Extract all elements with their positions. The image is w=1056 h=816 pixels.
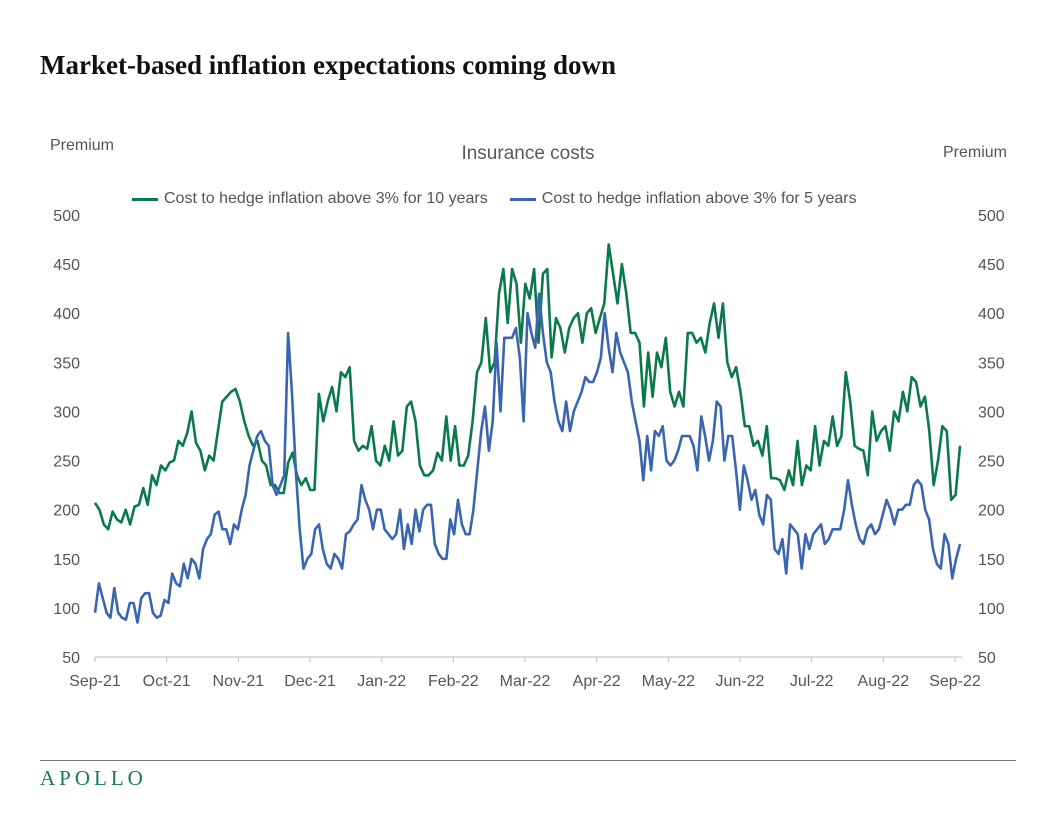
legend-label-5y: Cost to hedge inflation above 3% for 5 y… <box>541 190 857 207</box>
y-tick-label-left: 200 <box>53 503 80 520</box>
y-tick-label-right: 50 <box>978 650 996 667</box>
x-tick-label: Nov-21 <box>213 673 265 690</box>
y-tick-label-left: 150 <box>53 552 80 569</box>
y-axis-label-left: Premium <box>50 137 115 154</box>
series-line-5-years <box>93 292 962 624</box>
x-tick-label: Dec-21 <box>284 673 336 690</box>
y-tick-label-right: 500 <box>978 208 1005 225</box>
y-tick-label-right: 400 <box>978 306 1005 323</box>
chart-title: Insurance costs <box>461 143 595 164</box>
y-tick-label-right: 200 <box>978 503 1005 520</box>
y-tick-label-left: 500 <box>53 208 80 225</box>
x-tick-label: Feb-22 <box>428 673 479 690</box>
series-line-10-years <box>93 243 962 531</box>
legend-swatch-10y <box>132 197 158 201</box>
y-tick-label-left: 50 <box>62 650 80 667</box>
y-tick-label-left: 300 <box>53 404 80 421</box>
page-title: Market-based inflation expectations comi… <box>40 50 616 80</box>
y-tick-label-right: 150 <box>978 552 1005 569</box>
x-tick-label: Mar-22 <box>500 673 551 690</box>
y-tick-label-right: 100 <box>978 601 1005 618</box>
y-tick-label-left: 350 <box>53 355 80 372</box>
legend-swatch-5y <box>509 197 536 201</box>
legend: Cost to hedge inflation above 3% for 10 … <box>132 190 857 208</box>
legend-item-5y: Cost to hedge inflation above 3% for 5 y… <box>509 190 857 208</box>
x-tick-label: May-22 <box>642 673 695 690</box>
x-tick-label: Apr-22 <box>573 673 621 690</box>
y-tick-label-left: 400 <box>53 306 80 323</box>
y-tick-label-right: 250 <box>978 454 1005 471</box>
x-tick-label: Sep-22 <box>929 673 981 690</box>
y-tick-label-left: 100 <box>53 601 80 618</box>
y-axis-label-right: Premium <box>943 144 1008 161</box>
x-tick-label: Oct-21 <box>143 673 191 690</box>
y-tick-label-left: 450 <box>53 257 80 274</box>
x-tick-label: Aug-22 <box>858 673 910 690</box>
apollo-logo: APOLLO <box>40 766 147 790</box>
y-tick-label-right: 350 <box>978 355 1005 372</box>
y-tick-label-right: 450 <box>978 257 1005 274</box>
x-tick-label: Jul-22 <box>790 673 834 690</box>
x-tick-label: Jun-22 <box>716 673 765 690</box>
x-tick-label: Jan-22 <box>357 673 406 690</box>
y-tick-label-right: 300 <box>978 404 1005 421</box>
legend-label-10y: Cost to hedge inflation above 3% for 10 … <box>164 190 488 207</box>
x-tick-label: Sep-21 <box>69 673 121 690</box>
legend-item-10y: Cost to hedge inflation above 3% for 10 … <box>132 190 488 208</box>
footer-divider <box>40 760 1016 761</box>
y-tick-label-left: 250 <box>53 454 80 471</box>
